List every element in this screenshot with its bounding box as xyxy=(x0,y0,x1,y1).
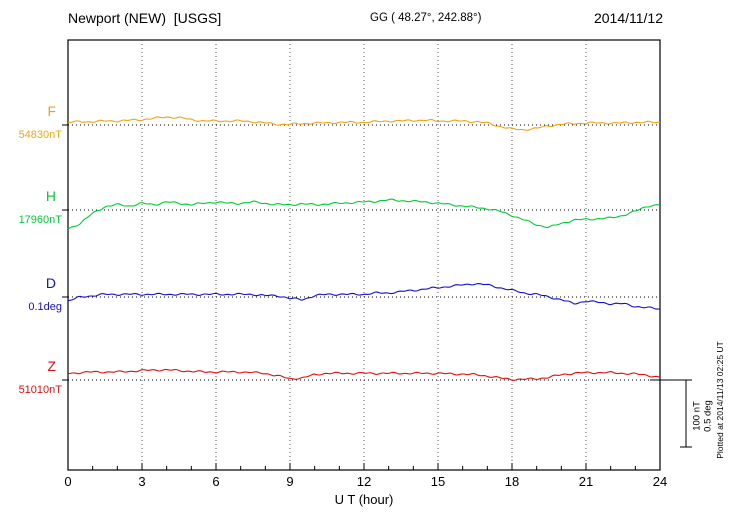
channel-label-H: H xyxy=(45,188,56,204)
x-tick-label-21: 21 xyxy=(578,474,594,489)
channel-label-D: D xyxy=(45,275,56,291)
channel-label-F: F xyxy=(47,103,56,119)
x-tick-label-12: 12 xyxy=(356,474,372,489)
x-tick-label-0: 0 xyxy=(64,474,72,489)
trace-Z xyxy=(67,368,661,381)
scale-bar-label-nt: 100 nT xyxy=(691,401,703,431)
channel-label-Z: Z xyxy=(47,358,56,374)
baseline-value-F: 54830nT xyxy=(18,129,62,141)
x-tick-label-3: 3 xyxy=(138,474,146,489)
scale-bar-label-deg: 0.5 deg xyxy=(702,400,714,432)
baseline-value-H: 17960nT xyxy=(18,214,62,226)
trace-H xyxy=(67,198,661,230)
x-tick-label-24: 24 xyxy=(652,474,668,489)
x-tick-label-15: 15 xyxy=(430,474,446,489)
x-tick-label-6: 6 xyxy=(212,474,220,489)
geographic-coordinates: GG ( 48.27°, 242.88°) xyxy=(370,12,482,24)
baseline-value-Z: 51010nT xyxy=(18,384,62,396)
x-axis-label: U T (hour) xyxy=(334,492,394,507)
plotted-at-note: Plotted at 2014/11/13 02:25 UT xyxy=(715,341,725,459)
x-tick-label-18: 18 xyxy=(504,474,520,489)
x-tick-label-9: 9 xyxy=(286,474,294,489)
baseline-value-D: 0.1deg xyxy=(28,301,62,313)
trace-D xyxy=(67,283,661,310)
plot-date: 2014/11/12 xyxy=(593,10,663,26)
station-title: Newport (NEW) [USGS] xyxy=(68,10,222,26)
trace-F xyxy=(67,116,661,131)
